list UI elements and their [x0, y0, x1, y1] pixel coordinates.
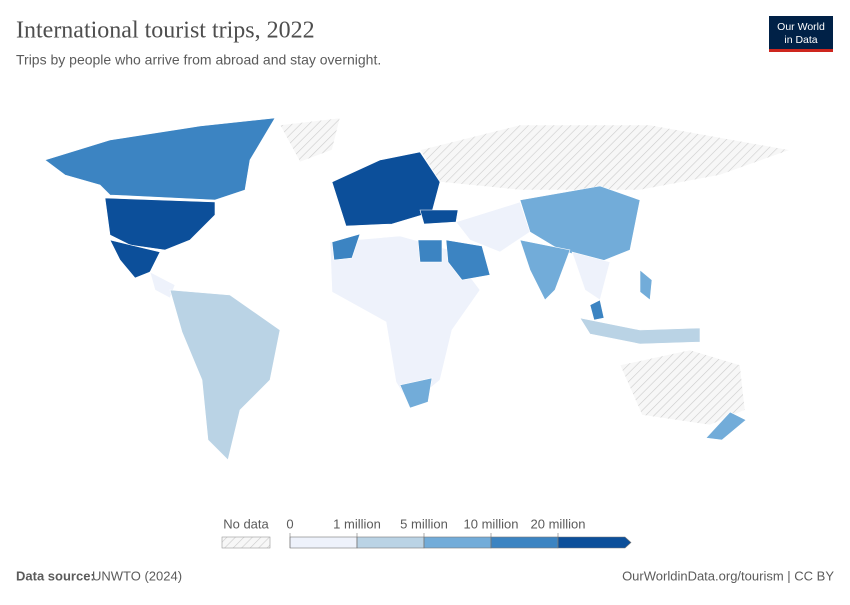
- legend-bin: [490, 536, 559, 549]
- country[interactable]: [417, 239, 443, 263]
- source: UNWTO (2024): [92, 568, 182, 583]
- legend-bin: [356, 536, 425, 549]
- country[interactable]: [579, 317, 701, 345]
- legend-tick-label: 0: [286, 516, 293, 531]
- country[interactable]: [399, 377, 433, 409]
- legend-no-data-swatch: [221, 536, 271, 549]
- country[interactable]: [445, 239, 491, 281]
- country[interactable]: [109, 239, 161, 279]
- country[interactable]: [44, 117, 276, 201]
- legend-tick-label: 5 million: [400, 516, 448, 531]
- logo-box[interactable]: [769, 16, 833, 52]
- logo-text[interactable]: in Data: [784, 34, 817, 46]
- country[interactable]: [455, 201, 531, 253]
- subtitle: Trips by people who arrive from abroad a…: [16, 52, 381, 68]
- country[interactable]: [104, 197, 216, 251]
- country[interactable]: [149, 271, 176, 299]
- source-label: Data source:: [16, 568, 95, 583]
- country[interactable]: [705, 411, 747, 441]
- country[interactable]: [589, 299, 605, 321]
- country[interactable]: [519, 239, 571, 301]
- logo-stripe: [769, 49, 833, 52]
- legend: No data 0 1 million 5 million 10 million 20 …: [221, 516, 632, 549]
- legend-bin: [289, 536, 358, 549]
- legend-bin: [423, 536, 492, 549]
- logo[interactable]: Our World in Data: [769, 16, 833, 52]
- country[interactable]: [331, 151, 441, 227]
- legend-tick-label: 10 million: [464, 516, 519, 531]
- country[interactable]: [419, 209, 459, 225]
- legend-tick-label: 1 million: [333, 516, 381, 531]
- legend-tick-label: 20 million: [531, 516, 586, 531]
- source-url[interactable]: OurWorldinData.org/tourism | CC BY: [622, 568, 834, 583]
- country[interactable]: [419, 124, 792, 191]
- title: International tourist trips, 2022: [16, 18, 315, 44]
- country[interactable]: [619, 349, 746, 426]
- country[interactable]: [331, 233, 361, 261]
- legend-no-data-label: No data: [223, 516, 269, 531]
- map: [44, 117, 792, 461]
- country[interactable]: [279, 117, 341, 163]
- logo-text[interactable]: Our World: [777, 21, 825, 33]
- legend-bin: [557, 536, 632, 549]
- country[interactable]: [169, 289, 281, 461]
- country[interactable]: [639, 269, 653, 301]
- country[interactable]: [519, 185, 641, 263]
